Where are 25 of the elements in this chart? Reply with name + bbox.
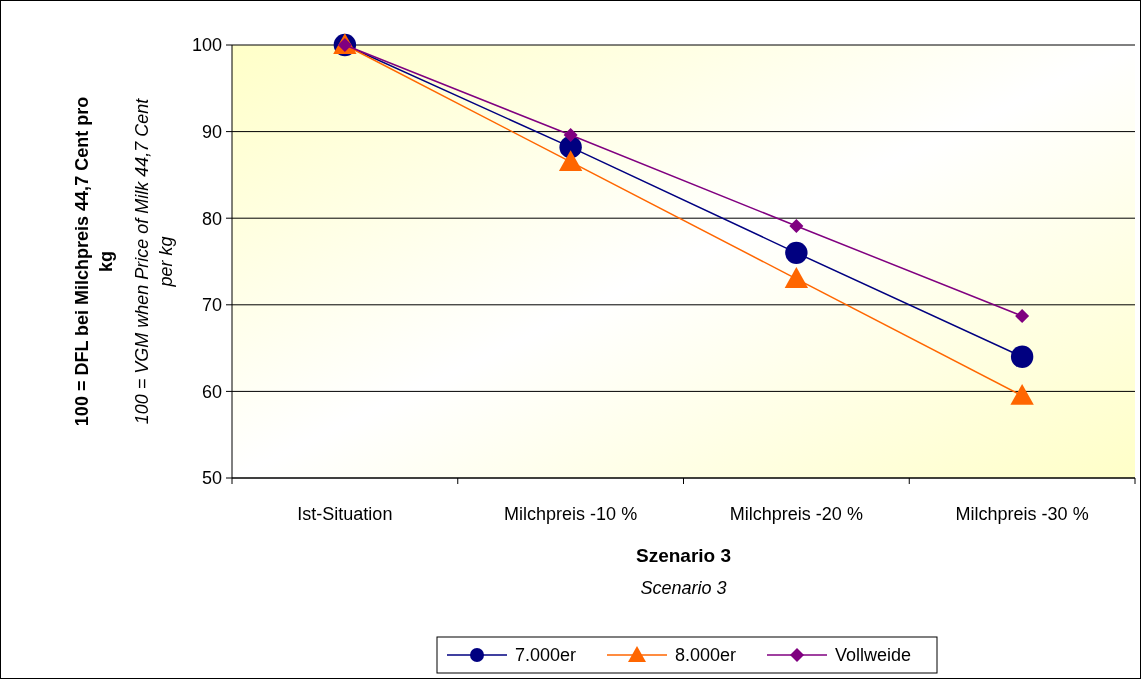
x-tick-label: Milchpreis -20 % [729,504,863,524]
point [1010,345,1034,368]
point [785,241,808,265]
x-tick-label: Ist-Situation [297,504,393,524]
y-tick-label: 100 [191,35,222,56]
y-tick-label: 90 [201,121,222,142]
point [1010,384,1034,405]
text: 100 = VGM when Price of Milk 44,7 Cent per kg [132,97,176,425]
point [789,218,804,233]
point [558,150,583,172]
legend-label: 8.000er [675,645,737,666]
y-tick-label: 70 [201,295,222,316]
x-axis-title: Szenario 3 [635,545,732,566]
y-tick-label: 80 [201,208,222,229]
y-axis-title: 100 = DFL bei Milchpreis 44,7 Cent pro kg [72,96,116,427]
point [1015,309,1030,324]
y-tick-label: 50 [201,468,222,489]
point [563,128,578,143]
legend-label: Vollweide [835,645,912,666]
x-tick-label: Milchpreis -30 % [955,504,1089,524]
point [784,267,809,288]
legend-label: 7.000er [515,645,577,666]
y-tick-label: 60 [201,381,222,402]
text: Scenario 3 [640,578,727,598]
x-tick-label: Milchpreis -10 % [504,504,638,524]
